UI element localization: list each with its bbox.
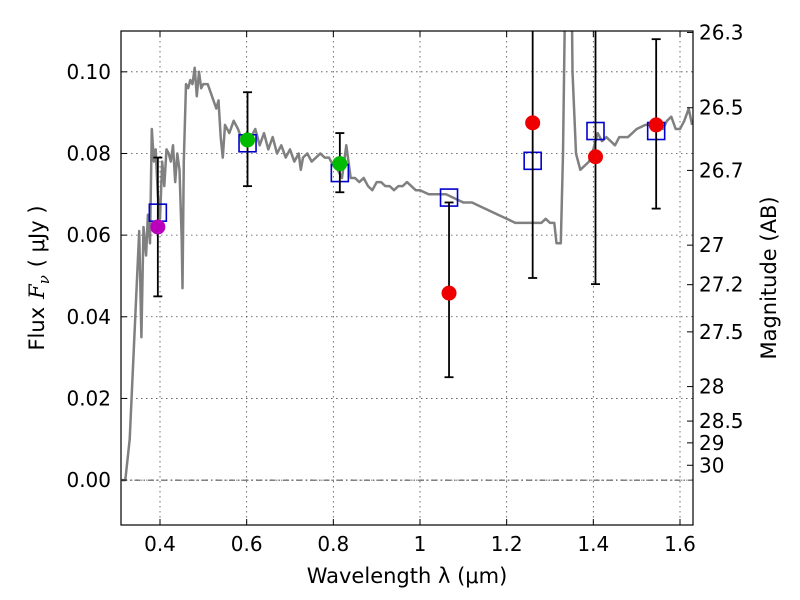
x-tick-label: 0.8 <box>317 532 349 556</box>
y-tick-label: 0.06 <box>66 223 111 247</box>
y2-axis-label: Magnitude (AB) <box>757 196 781 359</box>
x-tick-label: 1.2 <box>491 532 523 556</box>
mag-tick-label: 27.5 <box>699 320 744 344</box>
y-axis-label: Flux Fν ( μJy ) <box>25 205 53 350</box>
y-axis-label-prefix: Flux <box>25 307 49 351</box>
mag-tick-label: 26.7 <box>699 158 744 182</box>
ticks: 0.4 0.6 0.8 1 1.2 1.4 1.6 0.00 0.02 0.04 0.06 0.08 0… <box>66 20 743 556</box>
x-tick-label: 1.4 <box>577 532 609 556</box>
observed-flux-point <box>525 115 541 131</box>
observed-flux-point <box>441 285 457 301</box>
y-tick-label: 0.08 <box>66 141 111 165</box>
observed-flux-point <box>648 117 664 133</box>
mag-tick-label: 29 <box>699 431 724 455</box>
y-tick-label: 0.02 <box>66 386 111 410</box>
grid <box>121 31 693 525</box>
observed-flux-point <box>588 149 603 165</box>
x-tick-label: 0.4 <box>144 532 176 556</box>
mag-tick-label: 27 <box>699 233 724 257</box>
mag-tick-label: 26.5 <box>699 96 744 120</box>
observed-flux-point <box>332 156 348 172</box>
spectrum-line <box>121 31 693 482</box>
y-axis-label-units: ( μJy ) <box>25 205 49 267</box>
observed-flux-point <box>150 219 166 235</box>
mag-tick-label: 26.3 <box>699 20 744 44</box>
y-tick-label: 0.00 <box>66 468 111 492</box>
plot-area <box>121 31 693 482</box>
x-tick-label: 0.6 <box>231 532 263 556</box>
mag-tick-label: 27.2 <box>699 273 744 297</box>
axes-frame <box>120 30 694 526</box>
y-tick-label: 0.04 <box>66 305 111 329</box>
mag-tick-label: 28.5 <box>699 409 744 433</box>
x-tick-label: 1 <box>414 532 427 556</box>
x-axis-label: Wavelength λ (μm) <box>307 564 508 588</box>
y-axis-label-symbol: F <box>25 283 49 300</box>
y-axis-label-subscript: ν <box>35 275 53 284</box>
x-tick-label: 1.6 <box>664 532 696 556</box>
observed-flux-point <box>240 132 256 148</box>
mag-tick-label: 28 <box>699 375 724 399</box>
mag-tick-label: 30 <box>699 453 724 477</box>
y-tick-label: 0.10 <box>66 60 111 84</box>
